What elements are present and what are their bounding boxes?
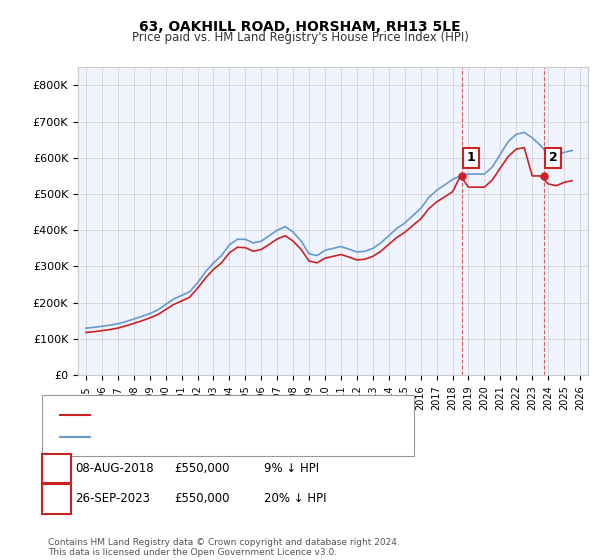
Text: 20% ↓ HPI: 20% ↓ HPI (264, 492, 326, 506)
Text: 08-AUG-2018: 08-AUG-2018 (75, 461, 154, 475)
Text: HPI: Average price, detached house, Horsham: HPI: Average price, detached house, Hors… (93, 432, 333, 442)
Text: 1: 1 (52, 461, 61, 475)
Text: 63, OAKHILL ROAD, HORSHAM, RH13 5LE (detached house): 63, OAKHILL ROAD, HORSHAM, RH13 5LE (det… (93, 409, 403, 419)
Text: Price paid vs. HM Land Registry's House Price Index (HPI): Price paid vs. HM Land Registry's House … (131, 31, 469, 44)
Text: Contains HM Land Registry data © Crown copyright and database right 2024.
This d: Contains HM Land Registry data © Crown c… (48, 538, 400, 557)
Text: 26-SEP-2023: 26-SEP-2023 (75, 492, 150, 506)
Text: £550,000: £550,000 (174, 461, 229, 475)
Text: 9% ↓ HPI: 9% ↓ HPI (264, 461, 319, 475)
Text: 1: 1 (467, 151, 475, 165)
Text: 2: 2 (52, 492, 61, 506)
Text: 63, OAKHILL ROAD, HORSHAM, RH13 5LE: 63, OAKHILL ROAD, HORSHAM, RH13 5LE (139, 20, 461, 34)
Text: £550,000: £550,000 (174, 492, 229, 506)
Text: 2: 2 (548, 151, 557, 165)
